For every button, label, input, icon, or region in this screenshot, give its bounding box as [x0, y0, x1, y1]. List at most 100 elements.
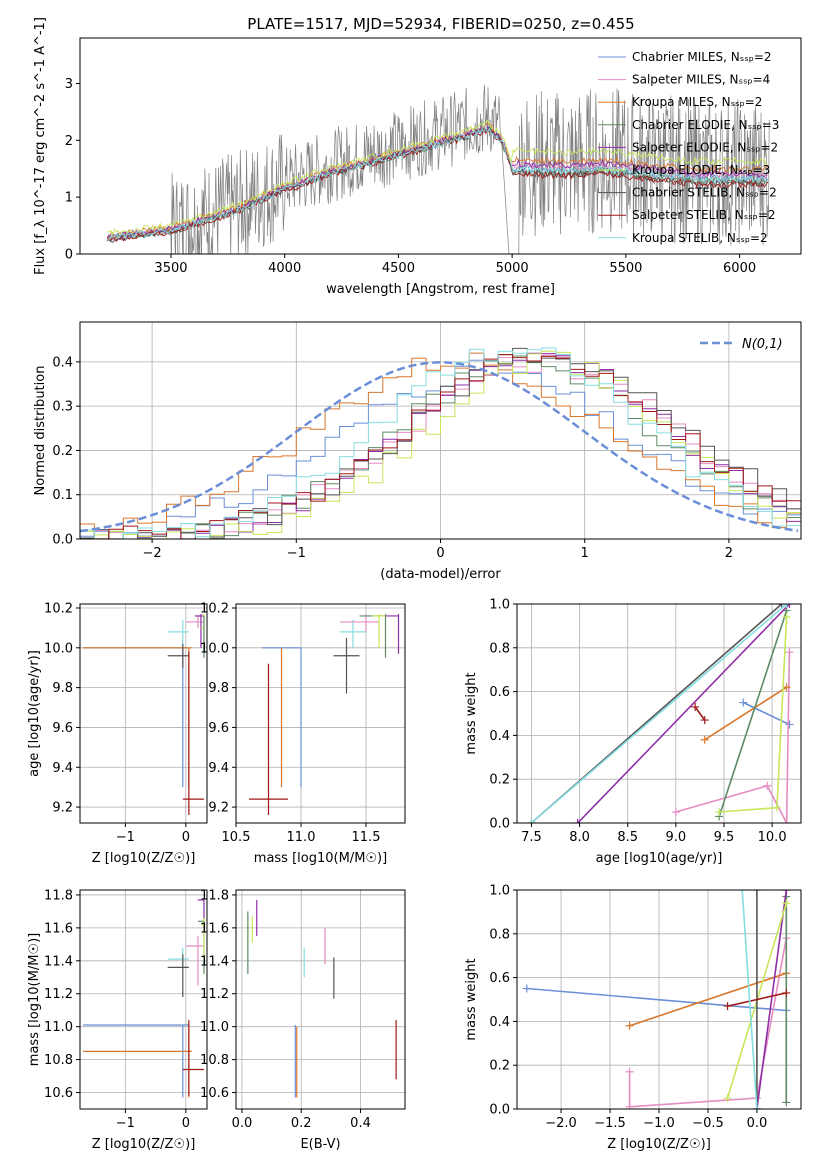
- grid: [235, 604, 405, 823]
- y-tick-label: 10.0: [200, 641, 229, 656]
- y-tick-label: 0.6: [489, 685, 510, 700]
- x-tick-label: 6000: [723, 261, 756, 276]
- y-tick-label: 0.4: [489, 1015, 510, 1030]
- legend-label-1: Salpeter MILES, Nₛₛₚ=4: [632, 73, 770, 87]
- y-tick-label: 11.6: [44, 921, 73, 936]
- y-tick-label: 11.8: [44, 888, 73, 903]
- y-tick-label: 0.3: [52, 400, 73, 415]
- axes-frame: [235, 889, 406, 1110]
- y-tick-label: 10.8: [44, 1053, 73, 1068]
- x-axis-label: E(B-V): [300, 1137, 340, 1152]
- y-tick-label: 11.0: [44, 1020, 73, 1035]
- x-tick-label: 0: [182, 830, 190, 845]
- y-tick-label: 11.2: [200, 987, 229, 1002]
- y-tick-label: 1.0: [489, 884, 510, 899]
- gaussian-curve: [80, 361, 799, 533]
- y-tick-label: 0.2: [52, 444, 73, 459]
- panel-1: −2 −1 0 1 2 0.0 0.1 0.2 0.3 0.4 (data-model)/error…: [33, 321, 802, 582]
- y-axis-label: mass [log10(M/M☉)]: [27, 933, 42, 1066]
- x-tick-label: 0: [436, 546, 444, 561]
- weight-marker-7: [691, 702, 700, 711]
- x-tick-label: 3500: [154, 261, 187, 276]
- axes-frame: [79, 321, 802, 540]
- weight-line-2: [629, 972, 787, 1027]
- weight-marker-4: [573, 819, 582, 823]
- y-tick-label: 0.0: [52, 533, 73, 548]
- y-tick-label: 0.4: [52, 355, 73, 370]
- weight-line-8: [530, 604, 788, 823]
- weight-marker-1: [625, 1102, 634, 1109]
- y-tick-label: 9.2: [208, 801, 229, 816]
- weight-marker-0: [739, 698, 748, 707]
- y-tick-label: 11.8: [200, 888, 229, 903]
- y-tick-label: 11.2: [44, 987, 73, 1002]
- weight-line-3: [718, 610, 788, 817]
- weight-marker-7: [723, 1002, 732, 1011]
- x-tick-label: 8.5: [617, 830, 638, 845]
- panel-0: 3500 4000 4500 5000 5500 6000 0 1 2 3 wavelength […: [33, 17, 802, 297]
- weight-marker-8: [738, 890, 747, 894]
- y-tick-label: 10.0: [44, 641, 73, 656]
- y-tick-label: 9.4: [52, 761, 73, 776]
- weight-marker-3: [782, 1098, 791, 1107]
- weight-marker-5: [723, 1094, 732, 1103]
- y-tick-label: 11.6: [200, 921, 229, 936]
- legend-label-gaussian: N(0,1): [742, 337, 783, 352]
- plot-area: [83, 899, 205, 1098]
- y-axis-label: mass weight: [464, 672, 479, 754]
- weight-marker-2: [625, 1021, 634, 1030]
- legend-hist: N(0,1): [700, 337, 783, 352]
- weight-marker-1: [671, 808, 680, 817]
- x-tick-label: 9.5: [714, 830, 735, 845]
- panel-2: −1 0 9.2 9.4 9.6 9.8 10.0 10.2 Z [log10(Z/Z☉)] ag…: [27, 601, 208, 866]
- weight-marker-7: [700, 716, 709, 725]
- x-axis-label: Z [log10(Z/Z☉)]: [92, 851, 196, 866]
- weight-marker-8: [527, 819, 536, 823]
- weight-line-4: [577, 604, 790, 823]
- x-tick-label: 0.0: [747, 1116, 768, 1131]
- grid: [236, 890, 405, 1109]
- panel-5: −1 0 10.6 10.8 11.0 11.2 11.4 11.6 11.8 Z [log10(…: [27, 888, 208, 1152]
- weight-marker-7: [782, 988, 791, 997]
- x-tick-label: −1: [116, 830, 135, 845]
- y-tick-label: 1: [65, 191, 73, 206]
- y-tick-label: 11.4: [200, 954, 229, 969]
- x-axis-label: Z [log10(Z/Z☉)]: [607, 1137, 711, 1152]
- axes-frame: [79, 603, 208, 824]
- weight-marker-8: [752, 1105, 761, 1109]
- plot-area: [247, 899, 397, 1098]
- weight-marker-5: [782, 899, 791, 908]
- x-axis-label: Z [log10(Z/Z☉)]: [92, 1137, 196, 1152]
- hist-step-8: [80, 347, 801, 539]
- x-tick-label: −1: [116, 1116, 135, 1131]
- x-tick-label: −1.5: [594, 1116, 626, 1131]
- weight-marker-4: [782, 890, 791, 894]
- x-axis-label: (data-model)/error: [380, 567, 501, 582]
- x-tick-label: 10.5: [222, 830, 251, 845]
- y-tick-label: 11.0: [200, 1020, 229, 1035]
- weight-marker-2: [782, 683, 791, 692]
- plot-area: [527, 604, 794, 823]
- x-tick-label: 11.0: [287, 830, 316, 845]
- weight-marker-1: [785, 648, 794, 657]
- y-tick-label: 0.2: [489, 773, 510, 788]
- axes-frame: [516, 889, 802, 1110]
- weight-line-7: [694, 706, 706, 721]
- axes-frame: [79, 37, 802, 255]
- x-tick-label: 7.5: [521, 830, 542, 845]
- y-tick-label: 1.0: [489, 598, 510, 613]
- hist-step-5: [80, 350, 801, 539]
- model-line-5: [107, 119, 768, 236]
- y-tick-label: 0: [65, 248, 73, 263]
- legend-label-5: Kroupa ELODIE, Nₛₛₚ=3: [632, 163, 770, 177]
- legend-label-7: Salpeter STELIB, Nₛₛₚ=2: [632, 208, 776, 222]
- x-tick-label: 8.0: [569, 830, 590, 845]
- x-axis-label: mass [log10(M/M☉)]: [254, 851, 387, 866]
- y-tick-label: 0.0: [489, 817, 510, 832]
- legend-spectra: Chabrier MILES, Nₛₛₚ=2 Salpeter MILES, Nₛ…: [598, 50, 779, 245]
- plot-area: [106, 84, 770, 254]
- x-tick-label: 4500: [382, 261, 415, 276]
- y-tick-label: 10.6: [200, 1086, 229, 1101]
- y-tick-label: 9.6: [52, 721, 73, 736]
